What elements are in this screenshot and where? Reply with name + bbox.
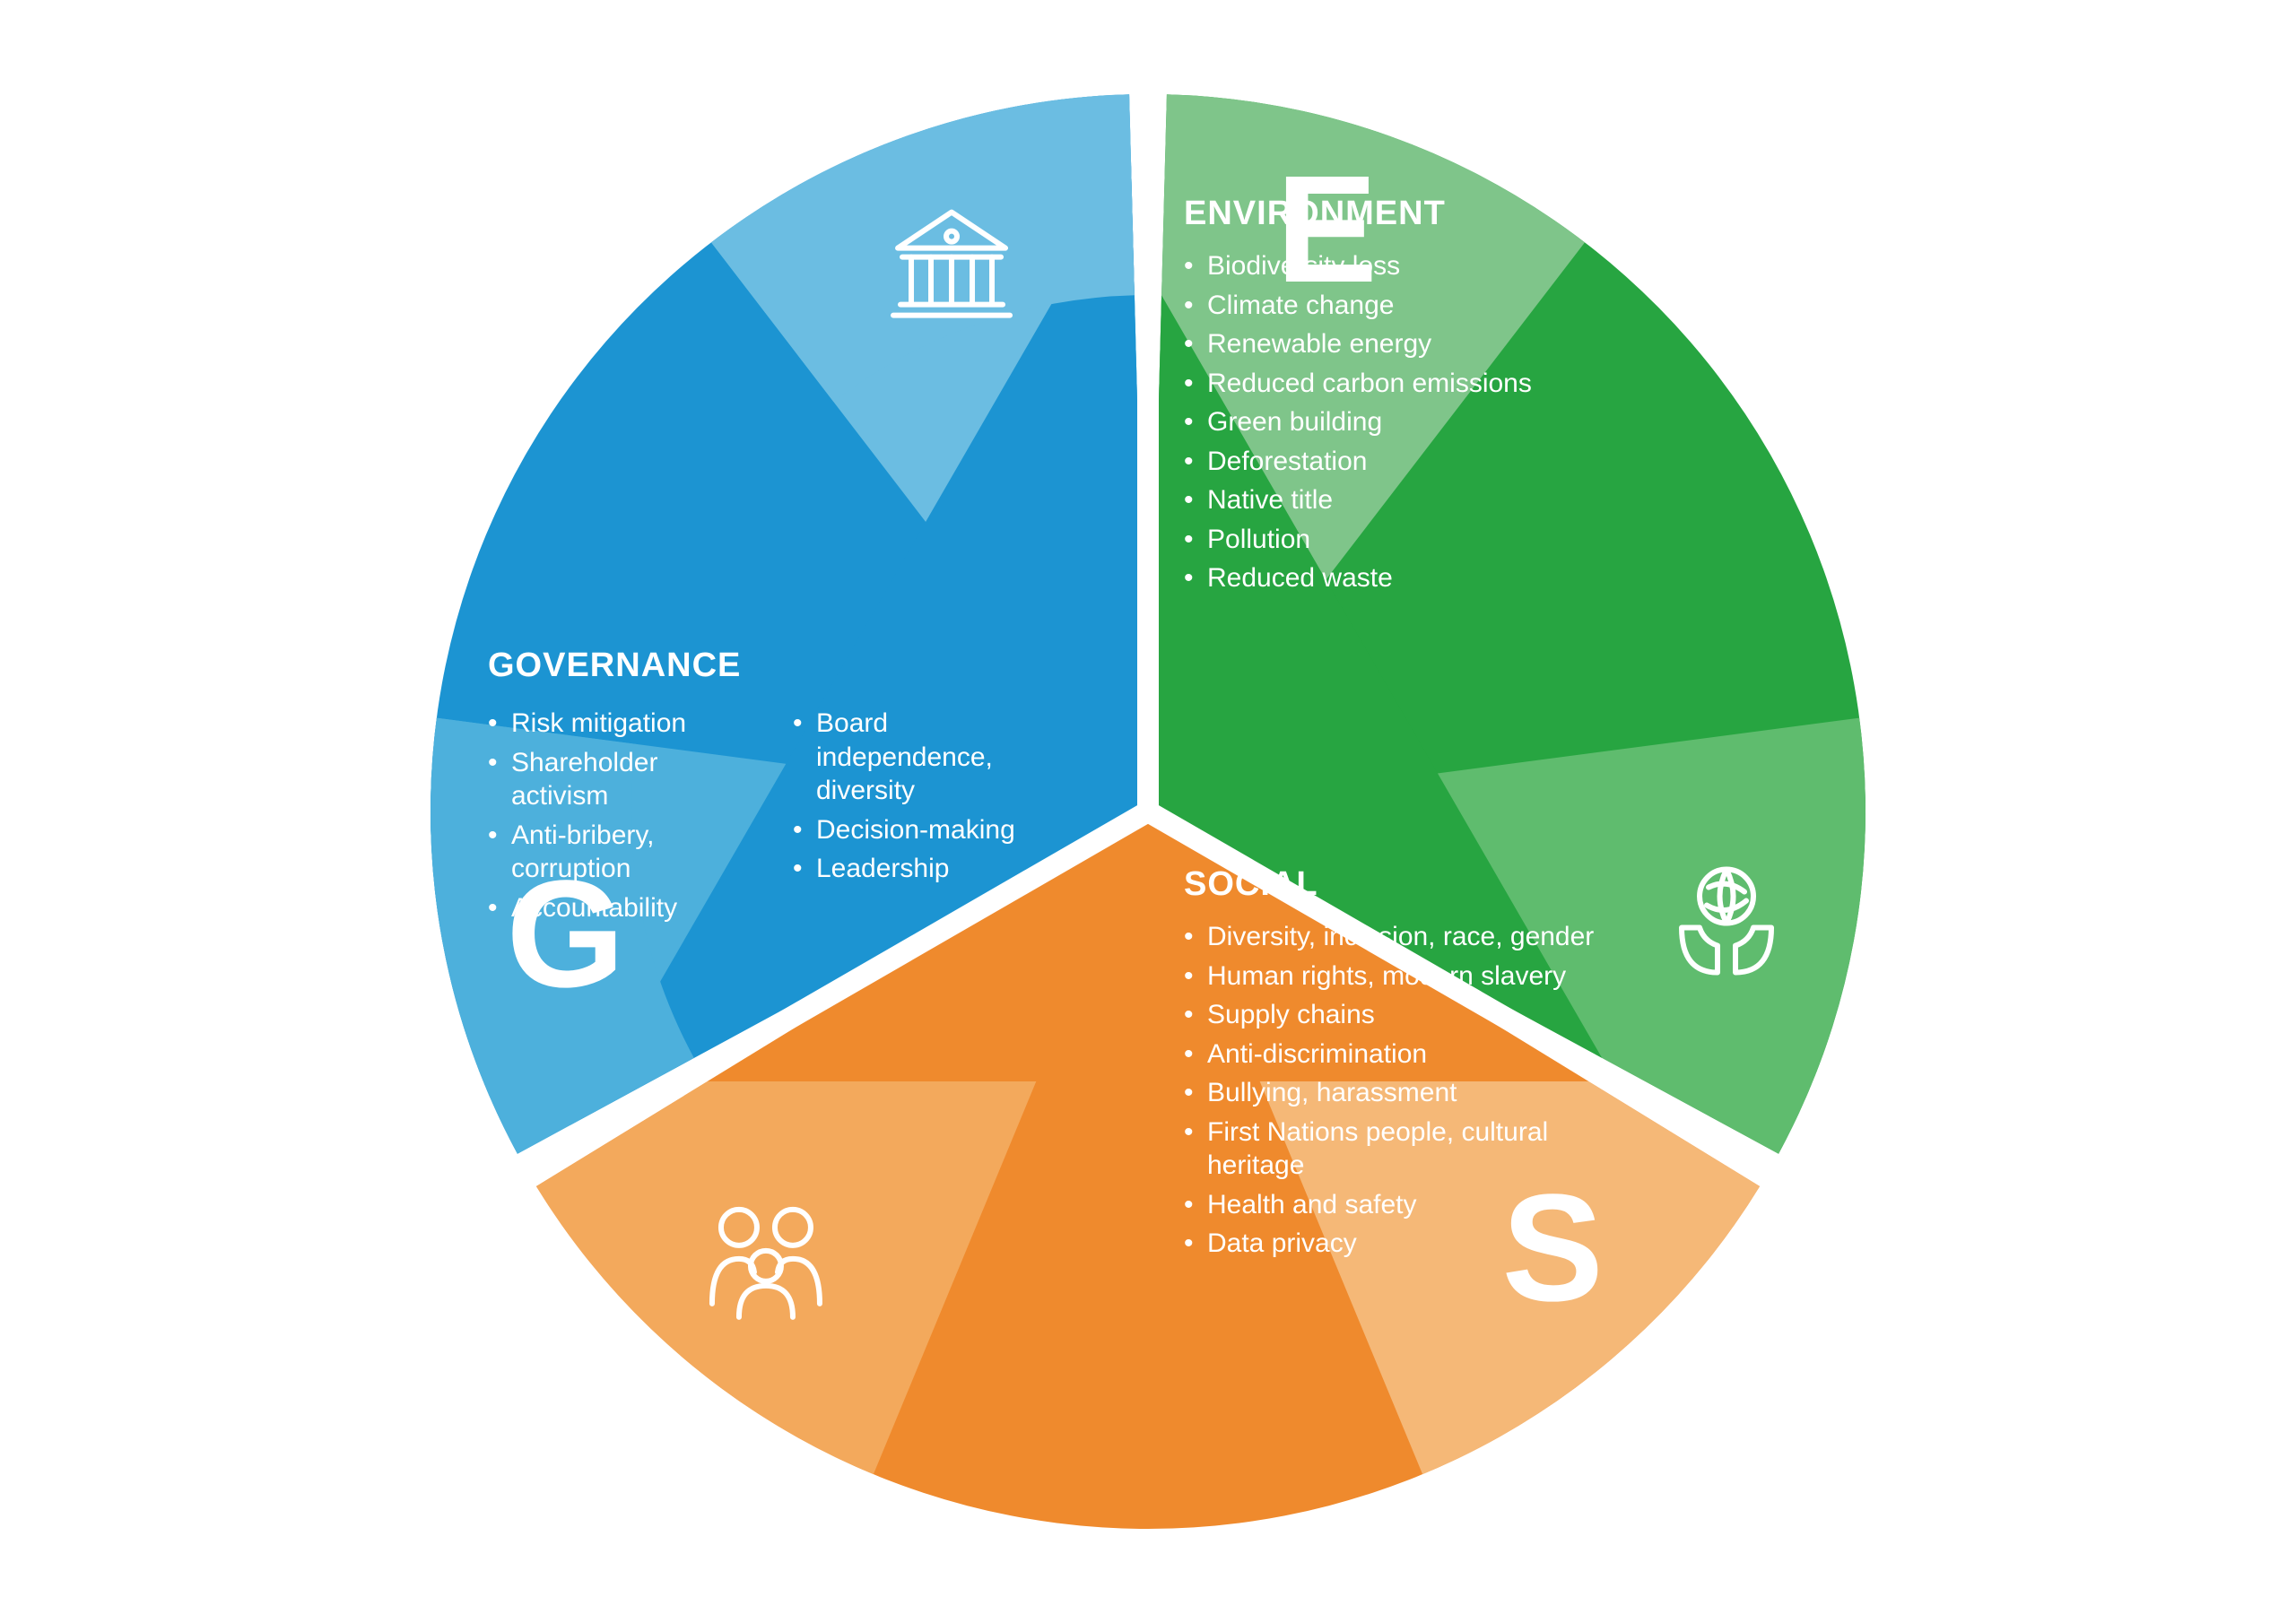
list-item: Native title xyxy=(1184,483,1650,517)
list-item: Supply chains xyxy=(1184,998,1632,1032)
social-block: SOCIAL Diversity, inclusion, race, gende… xyxy=(1184,865,1668,1266)
list-item: Deforestation xyxy=(1184,445,1650,479)
list-item: Green building xyxy=(1184,405,1650,439)
list-item: Reduced waste xyxy=(1184,561,1650,595)
list-item: Reduced carbon emissions xyxy=(1184,367,1650,401)
list-item: First Nations people, cultural heritage xyxy=(1184,1115,1632,1183)
list-item: Anti-discrimination xyxy=(1184,1037,1632,1072)
list-item: Board independence, diversity xyxy=(793,707,1062,808)
list-item: Risk mitigation xyxy=(488,707,757,741)
governance-items-col1: Risk mitigation Shareholder activismAnti-… xyxy=(488,701,757,930)
social-title: SOCIAL xyxy=(1184,865,1668,904)
esg-diagram: E S G ENVIRONMENT Biodiversity lossClima… xyxy=(0,0,2296,1623)
environment-title: ENVIRONMENT xyxy=(1184,195,1650,233)
list-item: Decision-making xyxy=(793,813,1062,847)
governance-title: GOVERNANCE xyxy=(488,647,1116,685)
list-item: Leadership xyxy=(793,852,1062,886)
list-item: Shareholder activism xyxy=(488,746,757,813)
environment-block: ENVIRONMENT Biodiversity loss Climate cha… xyxy=(1184,195,1650,601)
list-item: Biodiversity loss xyxy=(1184,249,1650,283)
governance-items-col2: Board independence, diversity Decision-ma… xyxy=(793,701,1062,930)
social-items: Diversity, inclusion, race, gender Human … xyxy=(1184,920,1632,1261)
list-item: Data privacy xyxy=(1184,1227,1632,1261)
list-item: Climate change xyxy=(1184,289,1650,323)
radial-chart xyxy=(0,0,2296,1623)
list-item: Accountability xyxy=(488,891,757,925)
list-item: Human rights, modern slavery xyxy=(1184,959,1632,994)
list-item: Renewable energy xyxy=(1184,327,1650,361)
governance-block: GOVERNANCE Risk mitigation Shareholder ac… xyxy=(488,647,1116,930)
list-item: Pollution xyxy=(1184,523,1650,557)
list-item: Bullying, harassment xyxy=(1184,1076,1632,1110)
environment-items: Biodiversity loss Climate change Renewable… xyxy=(1184,249,1650,595)
list-item: Health and safety xyxy=(1184,1188,1632,1222)
list-item: Anti-bribery, corruption xyxy=(488,819,757,886)
list-item: Diversity, inclusion, race, gender xyxy=(1184,920,1632,954)
